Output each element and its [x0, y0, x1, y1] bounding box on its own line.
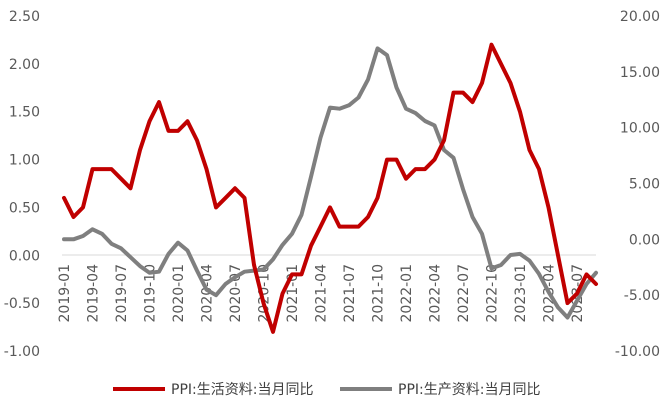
x-tick-label: 2020-10	[257, 264, 273, 323]
x-tick-label: 2019-01	[57, 264, 73, 323]
y-right-tick-label: 0.00	[629, 232, 660, 248]
x-tick-label: 2023-01	[513, 264, 529, 323]
y-left-tick-label: 1.00	[9, 153, 40, 169]
legend-item-production-goods: PPI:生产资料:当月同比	[340, 382, 540, 398]
x-tick-label: 2022-04	[428, 264, 444, 323]
x-tick-label: 2022-07	[456, 264, 472, 323]
x-tick-label: 2022-10	[485, 264, 501, 323]
series-line-living-goods	[62, 42, 598, 334]
x-tick-label: 2021-10	[371, 264, 387, 323]
left-axis-tick-labels: 2.50 2.00 1.50 1.00 0.50 0.00 -0.50 -1.00	[4, 9, 40, 360]
series-layer	[62, 42, 598, 334]
x-tick-label: 2019-10	[143, 264, 159, 323]
legend-label-living-goods: PPI:生活资料:当月同比	[171, 382, 313, 398]
x-tick-label: 2021-07	[342, 264, 358, 323]
x-tick-label: 2019-07	[114, 264, 130, 323]
x-tick-label: 2020-01	[171, 264, 187, 323]
right-axis-tick-labels: 20.00 15.00 10.00 5.00 0.00 -5.00 -10.00	[615, 9, 660, 360]
y-right-tick-label: 5.00	[629, 177, 660, 193]
y-left-tick-label: 2.50	[9, 9, 40, 25]
y-right-tick-label: 20.00	[620, 9, 660, 25]
y-left-tick-label: 0.50	[9, 200, 40, 216]
y-right-tick-label: -5.00	[624, 288, 660, 304]
y-left-tick-label: 1.50	[9, 105, 40, 121]
series-line-production-goods	[62, 46, 598, 320]
y-right-tick-label: 15.00	[620, 65, 660, 81]
x-axis-tick-labels: 2019-01 2019-04 2019-07 2019-10 2020-01 2020-…	[57, 264, 586, 323]
y-left-tick-label: 0.00	[9, 248, 40, 264]
y-left-tick-label: -0.50	[4, 296, 40, 312]
y-right-tick-label: -10.00	[615, 344, 660, 360]
legend: PPI:生活资料:当月同比 PPI:生产资料:当月同比	[113, 382, 540, 398]
y-right-tick-label: 10.00	[620, 121, 660, 137]
x-tick-label: 2020-04	[200, 264, 216, 323]
x-tick-label: 2021-04	[314, 264, 330, 323]
legend-item-living-goods: PPI:生活资料:当月同比	[113, 382, 313, 398]
y-left-tick-label: 2.00	[9, 57, 40, 73]
y-left-tick-label: -1.00	[4, 344, 40, 360]
x-tick-label: 2019-04	[86, 264, 102, 323]
legend-label-production-goods: PPI:生产资料:当月同比	[398, 382, 540, 398]
x-tick-label: 2022-01	[399, 264, 415, 323]
